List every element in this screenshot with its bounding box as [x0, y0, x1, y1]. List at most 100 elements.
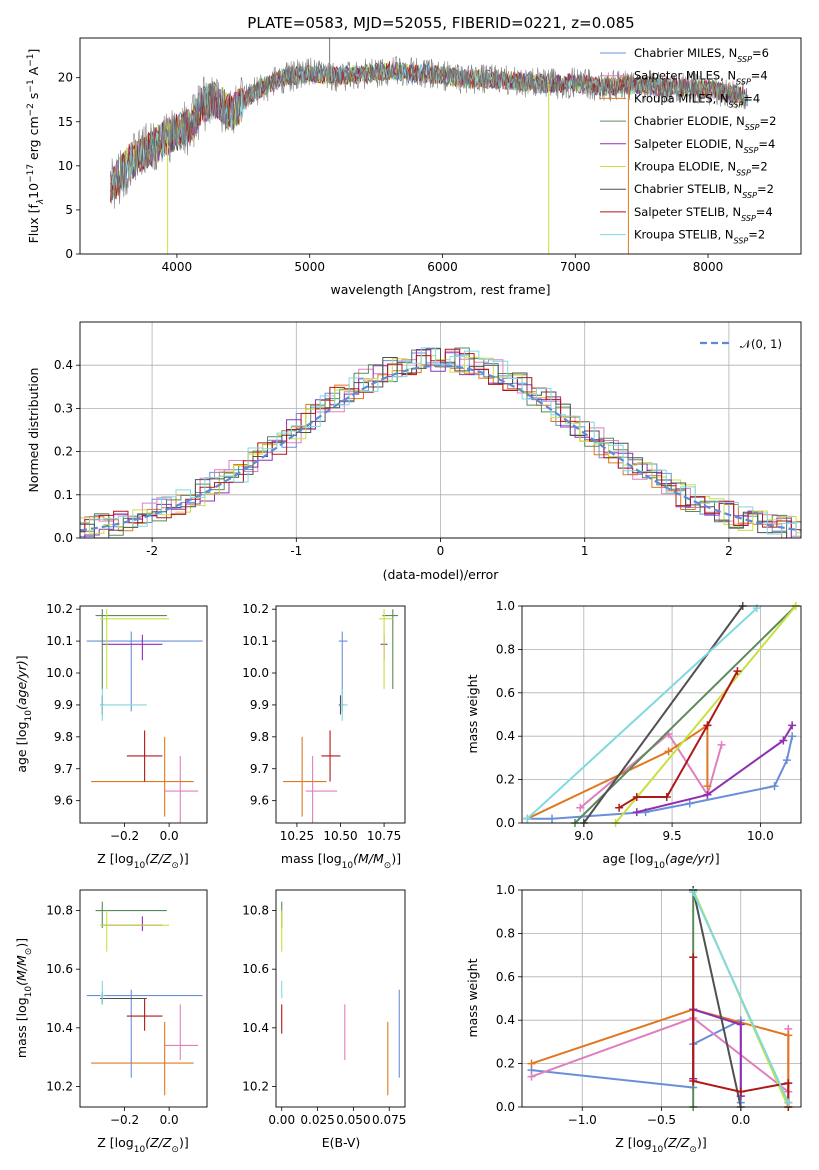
legend-entry-krou_miles: Kroupa MILES, NSSP=4 [634, 91, 760, 109]
x-tick-label: -2 [146, 544, 158, 558]
y-tick-label: 0 [65, 247, 73, 261]
y-tick-label: 0.8 [496, 926, 515, 940]
legend-entry-normal: 𝒩(0, 1) [740, 337, 782, 351]
axes-age_vs_mass: 10.25 10.50 10.75 9.6 9.7 9.8 9.9 10.0 10.1 10.2 m… [242, 602, 406, 871]
y-tick-label: 5 [65, 203, 73, 217]
y-tick-label: 10.6 [242, 962, 269, 976]
y-tick-label: 1.0 [496, 883, 515, 897]
y-tick-label: 10 [58, 159, 73, 173]
errorbar-chab_stelib [100, 992, 147, 1005]
weight-line-salp_miles [579, 732, 723, 809]
y-tick-label: 10.6 [46, 962, 73, 976]
y-tick-label: 0.2 [496, 773, 515, 787]
weight-marker-krou_miles [527, 1059, 536, 1068]
y-axis-label: mass [log10(M/M⊙)] [14, 938, 34, 1058]
hist-steps [80, 347, 801, 538]
errorbar-salp_stelib [321, 730, 341, 782]
axes-spectrum: 4000 5000 6000 7000 8000 0 5 10 15 20 wavelength [… [26, 37, 802, 297]
legend-entry-salp_miles: Salpeter MILES, NSSP=4 [634, 69, 768, 87]
axes-frame [275, 605, 406, 824]
weight-marker-salp_elodie [703, 790, 712, 799]
weight-marker-salp_stelib [733, 667, 742, 676]
x-tick-label: 10.0 [747, 829, 774, 843]
x-axis-label: wavelength [Angstrom, rest frame] [330, 282, 550, 297]
weight-marker-salp_stelib [632, 792, 641, 801]
errorbar-chab_miles [86, 631, 203, 712]
x-tick-label: 0.050 [336, 1113, 370, 1127]
errorbar-salp_miles [305, 755, 338, 823]
x-tick-label: 7000 [560, 260, 591, 274]
y-tick-label: 0.4 [496, 1013, 515, 1027]
weight-line-salp_stelib [618, 670, 739, 809]
weight-line-chab_miles [531, 1018, 742, 1103]
x-tick-label: −0.5 [647, 1113, 676, 1127]
errorbar-krou_miles [282, 736, 327, 817]
weight-line-salp_miles [531, 1016, 790, 1094]
y-tick-label: 9.9 [54, 698, 73, 712]
hist-krou_elodie [80, 355, 801, 534]
x-tick-label: 1 [581, 544, 589, 558]
weight-marker-salp_miles [576, 803, 585, 812]
x-tick-label: 9.5 [663, 829, 682, 843]
weight-line-krou_elodie [614, 605, 797, 824]
weight-line-krou_miles [531, 1008, 790, 1103]
x-tick-label: -1 [290, 544, 302, 558]
x-axis-label: mass [log10(M/M⊙)] [281, 851, 401, 871]
y-tick-label: 10.4 [242, 1021, 269, 1035]
axes-frame [79, 889, 208, 1108]
legend-entry-krou_stelib: Kroupa STELIB, NSSP=2 [634, 228, 765, 246]
legend-entry-salp_elodie: Salpeter ELODIE, NSSP=4 [634, 137, 775, 155]
y-tick-label: 0.6 [496, 686, 515, 700]
errorbar-krou_miles [91, 736, 194, 817]
x-axis-label: Z [log10(Z/Z⊙)] [97, 1135, 188, 1155]
weight-marker-salp_elodie [632, 808, 641, 817]
axes-residuals: -2 -1 0 1 2 0.0 0.1 0.2 0.3 0.4 (data-model)/error… [26, 321, 802, 582]
weight-marker-krou_stelib [752, 604, 761, 613]
y-tick-label: 0.1 [54, 488, 73, 502]
errorbar-salp_stelib [126, 998, 163, 1031]
axes-frame [79, 321, 802, 539]
y-tick-label: 1.0 [496, 599, 515, 613]
hist-salp_elodie [80, 349, 801, 538]
weight-marker-salp_elodie [736, 1020, 745, 1029]
y-tick-label: 9.6 [250, 794, 269, 808]
weight-marker-chab_miles [548, 814, 557, 823]
y-tick-label: 0.6 [496, 970, 515, 984]
y-tick-label: 9.8 [54, 730, 73, 744]
x-tick-label: 0.00 [268, 1113, 295, 1127]
weight-marker-krou_stelib [784, 1098, 793, 1107]
x-tick-label: −0.2 [110, 829, 139, 843]
x-tick-label: 10.50 [323, 829, 357, 843]
spectrum-lines [110, 38, 749, 254]
spectrum-krou_stelib [110, 62, 748, 192]
y-axis-label: mass weight [465, 674, 480, 753]
x-axis-label: Z [log10(Z/Z⊙)] [615, 1135, 706, 1155]
weight-marker-krou_miles [703, 782, 712, 791]
y-tick-label: 10.2 [46, 602, 73, 616]
y-tick-label: 10.1 [242, 634, 269, 648]
weight-marker-salp_stelib [662, 792, 671, 801]
x-tick-label: 9.0 [574, 829, 593, 843]
y-tick-label: 0.0 [54, 531, 73, 545]
y-tick-label: 10.0 [46, 666, 73, 680]
y-tick-label: 0.2 [54, 445, 73, 459]
y-tick-label: 0.3 [54, 401, 73, 415]
weight-line-krou_stelib [526, 607, 758, 820]
figure-title: PLATE=0583, MJD=52055, FIBERID=0221, z=0… [247, 14, 634, 32]
y-tick-label: 0.4 [54, 358, 73, 372]
y-tick-label: 10.0 [242, 666, 269, 680]
x-tick-label: 0.0 [160, 829, 179, 843]
legend-entry-chab_stelib: Chabrier STELIB, NSSP=2 [634, 182, 774, 200]
y-tick-label: 10.8 [46, 904, 73, 918]
weight-marker-krou_stelib [689, 888, 698, 897]
y-axis-label: mass weight [465, 958, 480, 1037]
errorbar-salp_miles [164, 1004, 199, 1061]
x-tick-label: 0.075 [372, 1113, 406, 1127]
weight-marker-krou_miles [784, 1031, 793, 1040]
axes-weight_vs_age: 9.0 9.5 10.0 0.0 0.2 0.4 0.6 0.8 1.0 age [log10(a… [465, 599, 802, 871]
weight-marker-krou_stelib [523, 814, 532, 823]
errorbar-krou_stelib [340, 688, 348, 721]
errorbar-krou_elodie [100, 609, 170, 689]
